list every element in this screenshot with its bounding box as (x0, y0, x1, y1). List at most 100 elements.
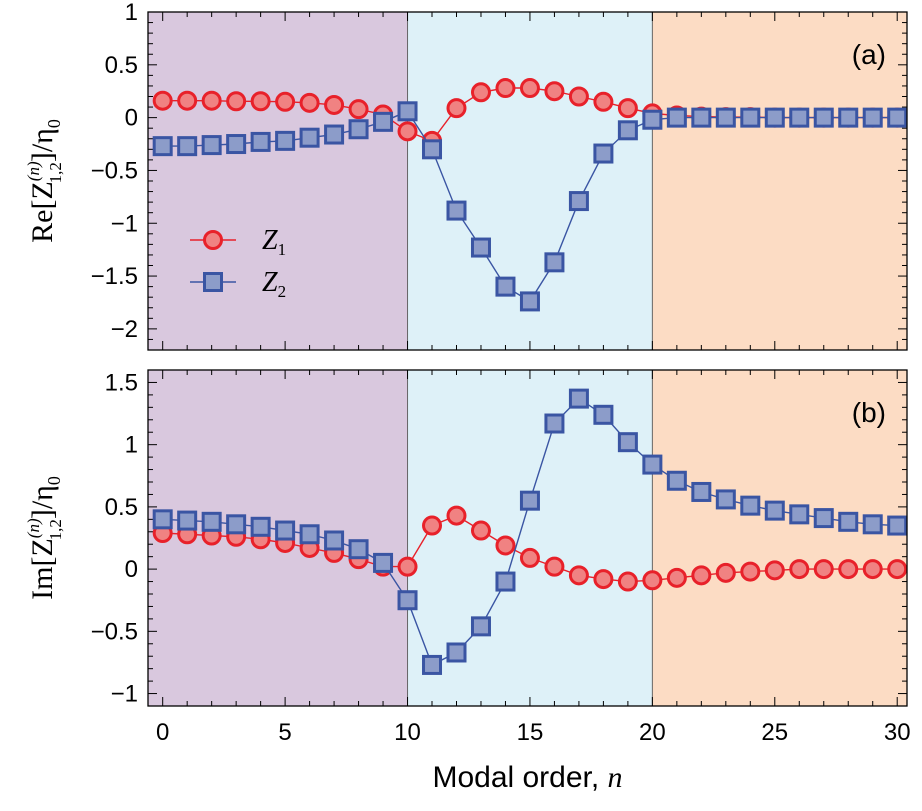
panel-label: (a) (852, 39, 886, 70)
y-axis-label-suffix: ]/η (26, 128, 59, 162)
y-axis-label-main: Re[Z (26, 181, 59, 243)
data-point-z2 (250, 131, 271, 152)
y-tick-label: 0.5 (105, 494, 138, 521)
data-point-z2 (715, 489, 736, 510)
data-point-z2 (373, 552, 394, 573)
data-point-z2 (887, 107, 908, 128)
legend-label-sub: 1 (278, 240, 287, 259)
data-point-z1 (740, 561, 761, 582)
data-point-z2 (152, 509, 173, 530)
legend-label-1: Z1 (262, 225, 286, 259)
data-point-z2 (446, 642, 467, 663)
data-point-z1 (838, 559, 859, 580)
y-tick-label: 1.5 (105, 369, 138, 396)
data-point-z2 (764, 107, 785, 128)
data-point-z2 (789, 107, 810, 128)
legend-marker-square (203, 272, 223, 292)
data-point-z2 (838, 107, 859, 128)
data-point-z1 (544, 556, 565, 577)
data-point-z2 (177, 136, 198, 157)
data-point-z1 (593, 91, 614, 112)
y-tick-label: 0 (125, 105, 138, 132)
data-point-z2 (666, 470, 687, 491)
legend-label-name: Z (262, 225, 278, 256)
y-axis-label: Re[Z(n) 1,2]/η0 (24, 119, 65, 243)
y-tick-label: 0 (125, 556, 138, 583)
data-point-z1 (568, 565, 589, 586)
data-point-z2 (715, 107, 736, 128)
data-point-z2 (275, 130, 296, 151)
legend-label-sub: 2 (278, 282, 287, 301)
data-point-z1 (691, 565, 712, 586)
data-point-z2 (764, 500, 785, 521)
y-axis-label-suffix-sub: 0 (44, 119, 64, 128)
data-point-z2 (348, 119, 369, 140)
panel-label: (b) (852, 397, 886, 428)
data-point-z2 (324, 124, 345, 145)
data-point-z1 (397, 556, 418, 577)
y-axis-label-suffix: ]/η (26, 485, 59, 519)
data-point-z2 (862, 514, 883, 535)
data-point-z2 (593, 143, 614, 164)
data-point-z1 (299, 92, 320, 113)
data-point-z1 (495, 78, 516, 99)
y-tick-label: −0.5 (91, 157, 138, 184)
data-point-z2 (422, 654, 443, 675)
data-point-z2 (226, 134, 247, 155)
y-axis-label-subscript: 1,2 (46, 162, 65, 183)
x-axis-label: Modal order, n (432, 761, 622, 794)
data-point-z1 (348, 99, 369, 120)
data-point-z1 (593, 569, 614, 590)
x-tick-label: 25 (761, 719, 788, 746)
y-axis-label: Im[Z(n) 1,2]/η0 (24, 476, 65, 600)
data-point-z2 (324, 530, 345, 551)
data-point-z1 (544, 81, 565, 102)
data-point-z2 (887, 515, 908, 536)
x-tick-label: 10 (394, 719, 421, 746)
data-point-z2 (201, 135, 222, 156)
data-point-z1 (715, 562, 736, 583)
data-point-z2 (544, 413, 565, 434)
data-point-z2 (642, 454, 663, 475)
data-point-z2 (422, 139, 443, 160)
data-point-z2 (226, 514, 247, 535)
y-tick-label: 1 (125, 432, 138, 459)
data-point-z2 (397, 590, 418, 611)
data-point-z1 (422, 515, 443, 536)
data-point-z2 (397, 101, 418, 122)
legend-marker-circle (203, 230, 223, 250)
y-tick-label: −1.5 (91, 263, 138, 290)
y-tick-label: −0.5 (91, 618, 138, 645)
data-point-z2 (299, 127, 320, 148)
y-axis-label-subscript: 1,2 (46, 519, 65, 540)
x-axis-label-text: Modal order, (432, 761, 607, 794)
y-axis-label-superscript: (n) (24, 161, 43, 181)
region-band-0 (148, 12, 408, 350)
data-point-z2 (617, 120, 638, 141)
data-point-z2 (691, 481, 712, 502)
plot-frame (147, 11, 908, 351)
data-point-z2 (201, 511, 222, 532)
y-tick-label: −1 (111, 681, 138, 708)
data-point-z2 (495, 276, 516, 297)
data-point-z2 (348, 539, 369, 560)
y-tick-label: 0.5 (105, 52, 138, 79)
data-point-z1 (813, 559, 834, 580)
data-point-z1 (617, 98, 638, 119)
x-tick-label: 0 (156, 719, 169, 746)
y-tick-label: 1 (125, 0, 138, 26)
data-point-z2 (470, 237, 491, 258)
data-point-z2 (519, 291, 540, 312)
x-tick-label: 30 (884, 719, 911, 746)
data-point-z2 (568, 191, 589, 212)
data-point-z1 (226, 91, 247, 112)
data-point-z1 (617, 571, 638, 592)
data-point-z1 (275, 91, 296, 112)
x-axis-label-var: n (608, 761, 623, 794)
data-point-z2 (152, 136, 173, 157)
legend: Z1Z 2 (190, 225, 286, 301)
region-band-1 (407, 370, 653, 706)
data-point-z2 (617, 432, 638, 453)
data-point-z1 (446, 505, 467, 526)
